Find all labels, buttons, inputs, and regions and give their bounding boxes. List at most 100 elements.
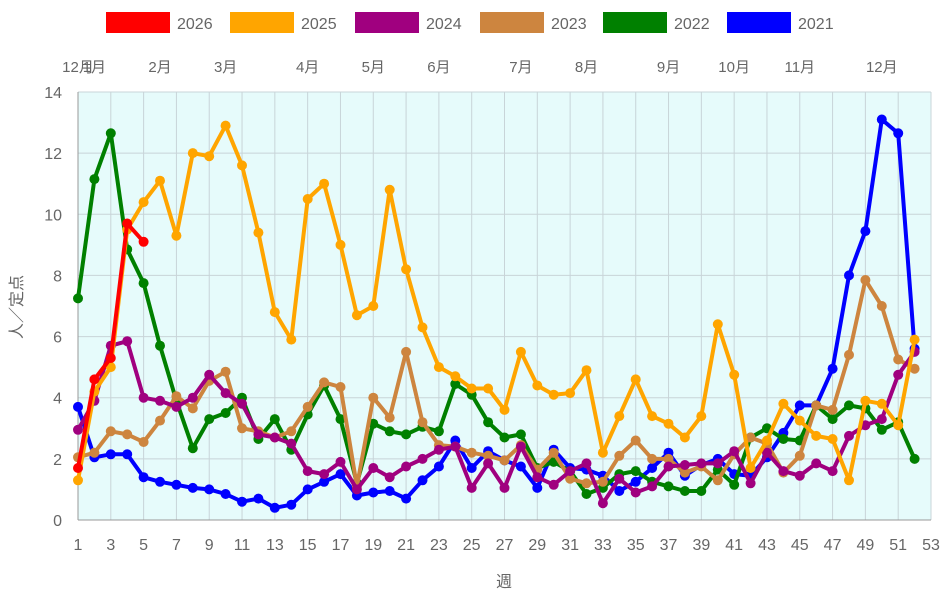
data-point[interactable] [269, 502, 280, 513]
data-point[interactable] [499, 432, 510, 443]
data-point[interactable] [515, 346, 526, 357]
data-point[interactable] [171, 479, 182, 490]
data-point[interactable] [237, 496, 247, 507]
data-point[interactable] [778, 434, 789, 444]
data-point[interactable] [220, 489, 231, 499]
data-point[interactable] [450, 371, 461, 382]
data-point[interactable] [597, 476, 608, 487]
data-point[interactable] [893, 420, 904, 431]
data-point[interactable] [335, 382, 346, 392]
data-point[interactable] [762, 447, 772, 458]
data-point[interactable] [630, 466, 641, 477]
data-point[interactable] [401, 493, 412, 504]
data-point[interactable] [778, 466, 789, 477]
data-point[interactable] [515, 461, 526, 472]
data-point[interactable] [237, 160, 247, 171]
data-point[interactable] [565, 388, 576, 399]
data-point[interactable] [499, 455, 510, 466]
data-point[interactable] [483, 383, 494, 394]
data-point[interactable] [302, 466, 313, 477]
data-point[interactable] [73, 401, 83, 412]
data-point[interactable] [73, 293, 83, 304]
data-point[interactable] [647, 411, 658, 422]
data-point[interactable] [844, 430, 854, 441]
data-point[interactable] [187, 403, 198, 414]
data-point[interactable] [844, 270, 854, 281]
data-point[interactable] [614, 486, 625, 496]
data-point[interactable] [483, 458, 494, 469]
data-point[interactable] [630, 487, 641, 498]
data-point[interactable] [73, 475, 83, 486]
data-point[interactable] [679, 432, 690, 443]
data-point[interactable] [335, 456, 346, 467]
data-point[interactable] [597, 498, 608, 509]
data-point[interactable] [597, 447, 608, 458]
data-point[interactable] [187, 392, 198, 403]
data-point[interactable] [909, 363, 920, 374]
data-point[interactable] [844, 349, 854, 360]
data-point[interactable] [893, 354, 904, 365]
data-point[interactable] [351, 310, 362, 321]
data-point[interactable] [138, 437, 149, 447]
data-point[interactable] [89, 447, 100, 458]
data-point[interactable] [729, 446, 740, 457]
data-point[interactable] [565, 466, 576, 477]
data-point[interactable] [679, 460, 690, 470]
data-point[interactable] [286, 334, 297, 345]
data-point[interactable] [302, 484, 313, 495]
data-point[interactable] [827, 414, 838, 425]
data-point[interactable] [778, 398, 789, 409]
data-point[interactable] [466, 383, 477, 394]
data-point[interactable] [614, 450, 625, 461]
data-point[interactable] [466, 482, 477, 493]
data-point[interactable] [909, 334, 920, 345]
data-point[interactable] [105, 426, 116, 437]
data-point[interactable] [204, 414, 215, 425]
data-point[interactable] [860, 226, 871, 237]
data-point[interactable] [647, 481, 658, 492]
data-point[interactable] [417, 453, 428, 464]
data-point[interactable] [122, 449, 133, 460]
data-point[interactable] [515, 441, 526, 452]
data-point[interactable] [286, 426, 297, 437]
data-point[interactable] [876, 414, 887, 425]
data-point[interactable] [647, 463, 658, 473]
data-point[interactable] [73, 424, 83, 435]
data-point[interactable] [171, 230, 182, 241]
data-point[interactable] [630, 476, 641, 487]
data-point[interactable] [204, 151, 215, 162]
data-point[interactable] [663, 418, 674, 429]
data-point[interactable] [794, 470, 805, 481]
data-point[interactable] [581, 478, 592, 489]
data-point[interactable] [581, 365, 592, 376]
data-point[interactable] [368, 487, 379, 498]
data-point[interactable] [729, 369, 740, 380]
data-point[interactable] [204, 369, 215, 380]
data-point[interactable] [401, 264, 412, 275]
data-point[interactable] [876, 424, 887, 435]
data-point[interactable] [269, 307, 280, 318]
data-point[interactable] [105, 353, 116, 363]
data-point[interactable] [499, 404, 510, 415]
data-point[interactable] [876, 301, 887, 311]
data-point[interactable] [876, 398, 887, 409]
data-point[interactable] [417, 475, 428, 486]
data-point[interactable] [89, 174, 100, 185]
data-point[interactable] [548, 447, 559, 458]
data-point[interactable] [794, 450, 805, 461]
data-point[interactable] [368, 392, 379, 403]
data-point[interactable] [171, 391, 182, 402]
data-point[interactable] [269, 432, 280, 443]
data-point[interactable] [647, 453, 658, 464]
data-point[interactable] [155, 340, 165, 351]
data-point[interactable] [811, 400, 822, 411]
data-point[interactable] [909, 453, 920, 464]
data-point[interactable] [565, 473, 576, 484]
data-point[interactable] [876, 114, 887, 125]
data-point[interactable] [384, 426, 395, 437]
data-point[interactable] [368, 301, 379, 311]
data-point[interactable] [335, 469, 346, 480]
data-point[interactable] [581, 458, 592, 469]
data-point[interactable] [483, 450, 494, 461]
data-point[interactable] [696, 411, 707, 422]
